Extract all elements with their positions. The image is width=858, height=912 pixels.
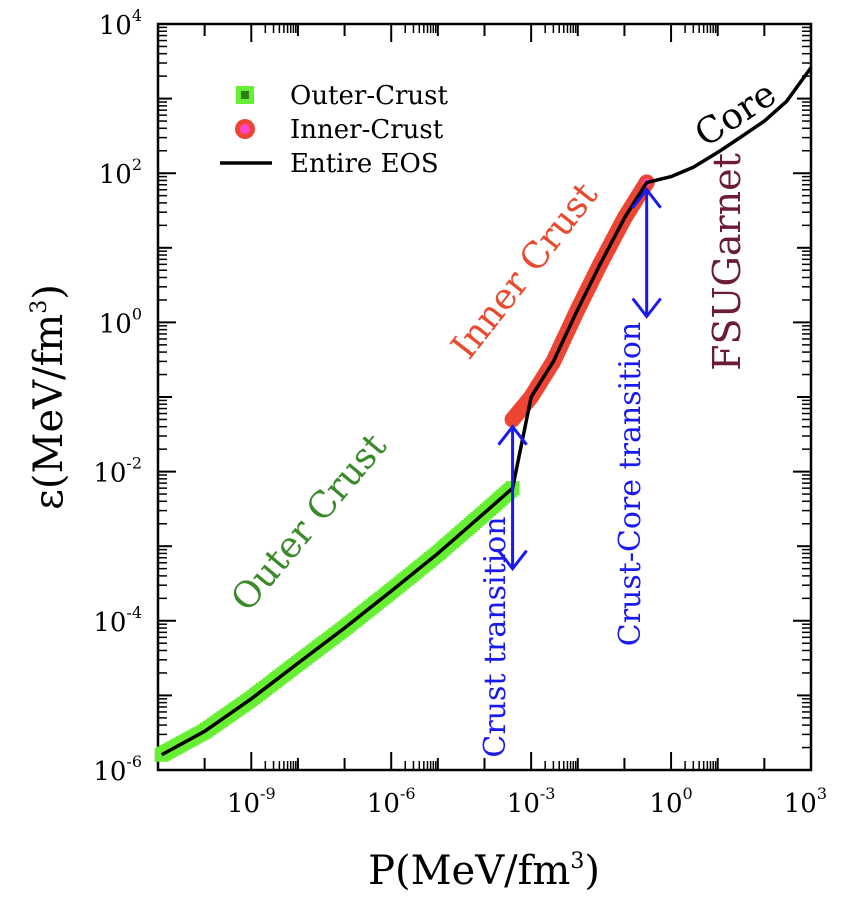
crust-core-transition-label: Crust-Core transition xyxy=(613,322,648,646)
x-tick-label: 10-9 xyxy=(227,784,276,819)
legend-item-entire-eos: Entire EOS xyxy=(220,149,439,179)
series-entire-eos xyxy=(160,66,813,757)
y-tick-label-exp: -4 xyxy=(126,603,142,622)
y-tick-label: 10-4 xyxy=(93,603,142,638)
entire-eos-line xyxy=(160,66,813,757)
series-outer-crust xyxy=(154,481,520,762)
x-axis-title-axis-title-close: ) xyxy=(584,848,600,894)
y-tick-label-exp: 0 xyxy=(132,304,142,323)
crust-transition-label: Crust transition xyxy=(478,516,513,757)
y-tick-label-base: 10 xyxy=(93,757,126,787)
x-axis-title: P(MeV/fm3) xyxy=(368,848,600,894)
legend-label: Outer-Crust xyxy=(290,81,449,111)
y-axis-title-axis-title-base: ε xyxy=(26,489,72,510)
y-tick-label-base: 10 xyxy=(99,11,132,41)
x-tick-label-exp: 3 xyxy=(817,784,827,803)
x-tick-label-exp: -9 xyxy=(260,784,276,803)
y-tick-label-exp: -2 xyxy=(126,454,142,473)
y-tick-label-base: 10 xyxy=(93,608,126,638)
legend-square-center xyxy=(241,91,249,99)
crust-transition-arrow-head-bottom xyxy=(497,549,528,572)
x-tick-label-base: 10 xyxy=(227,789,260,819)
outer-crust-label: Outer Crust xyxy=(223,426,395,620)
y-tick-label: 10-2 xyxy=(93,454,142,489)
x-tick-label-exp: -3 xyxy=(540,784,556,803)
y-tick-label: 10-6 xyxy=(93,752,142,787)
crust-transition-arrow-head-top xyxy=(497,424,528,446)
crust-core-transition-arrow-head-top xyxy=(631,187,662,209)
legend-item-inner-crust: Inner-Crust xyxy=(235,115,444,145)
y-axis-title-axis-title-unit: (MeV/fm xyxy=(26,314,72,489)
x-axis-title-axis-title-unit: (MeV/fm xyxy=(395,848,570,894)
y-tick-label: 102 xyxy=(99,155,142,190)
legend-label: Inner-Crust xyxy=(290,115,444,145)
y-tick-label-exp: -6 xyxy=(126,752,142,771)
x-tick-label-base: 10 xyxy=(649,789,682,819)
x-tick-label: 100 xyxy=(649,784,692,819)
series-group xyxy=(154,66,813,762)
y-tick-label-exp: 2 xyxy=(132,155,142,174)
crust-transition-arrow xyxy=(497,424,528,572)
y-tick-label-base: 10 xyxy=(93,459,126,489)
y-axis-title: ε(MeV/fm3) xyxy=(26,284,72,510)
y-tick-label: 104 xyxy=(99,6,142,41)
y-tick-label-base: 10 xyxy=(99,160,132,190)
x-tick-label: 103 xyxy=(784,784,827,819)
fsugarnet-label: FSUGarnet xyxy=(705,153,749,371)
legend: Outer-Crust Inner-Crust Entire EOS xyxy=(220,81,449,179)
x-tick-label: 10-6 xyxy=(367,784,416,819)
x-tick-label-base: 10 xyxy=(367,789,400,819)
legend-item-outer-crust: Outer-Crust xyxy=(236,81,449,111)
y-axis-title-axis-title-exp: 3 xyxy=(27,300,52,314)
x-tick-label-base: 10 xyxy=(784,789,817,819)
inner-crust-label: Inner Crust xyxy=(444,175,607,367)
x-tick-label-exp: -6 xyxy=(400,784,416,803)
x-tick-label: 10-3 xyxy=(507,784,556,819)
x-axis-title-axis-title-base: P xyxy=(368,848,395,894)
legend-circle-center xyxy=(240,124,250,134)
axis-titles: P(MeV/fm3)ε(MeV/fm3) xyxy=(26,284,600,894)
y-axis-title-axis-title-close: ) xyxy=(26,284,72,300)
x-tick-label-exp: 0 xyxy=(683,784,693,803)
y-tick-label-exp: 4 xyxy=(132,6,142,25)
legend-label: Entire EOS xyxy=(290,149,439,179)
y-tick-label-base: 10 xyxy=(99,309,132,339)
x-axis-title-axis-title-exp: 3 xyxy=(570,849,584,874)
x-tick-label-base: 10 xyxy=(507,789,540,819)
axis-ticks xyxy=(157,23,812,771)
core-label: Core xyxy=(688,73,784,155)
crust-core-transition-arrow-head-bottom xyxy=(631,297,662,319)
y-tick-label: 100 xyxy=(99,304,142,339)
crust-core-transition-arrow xyxy=(631,187,662,319)
